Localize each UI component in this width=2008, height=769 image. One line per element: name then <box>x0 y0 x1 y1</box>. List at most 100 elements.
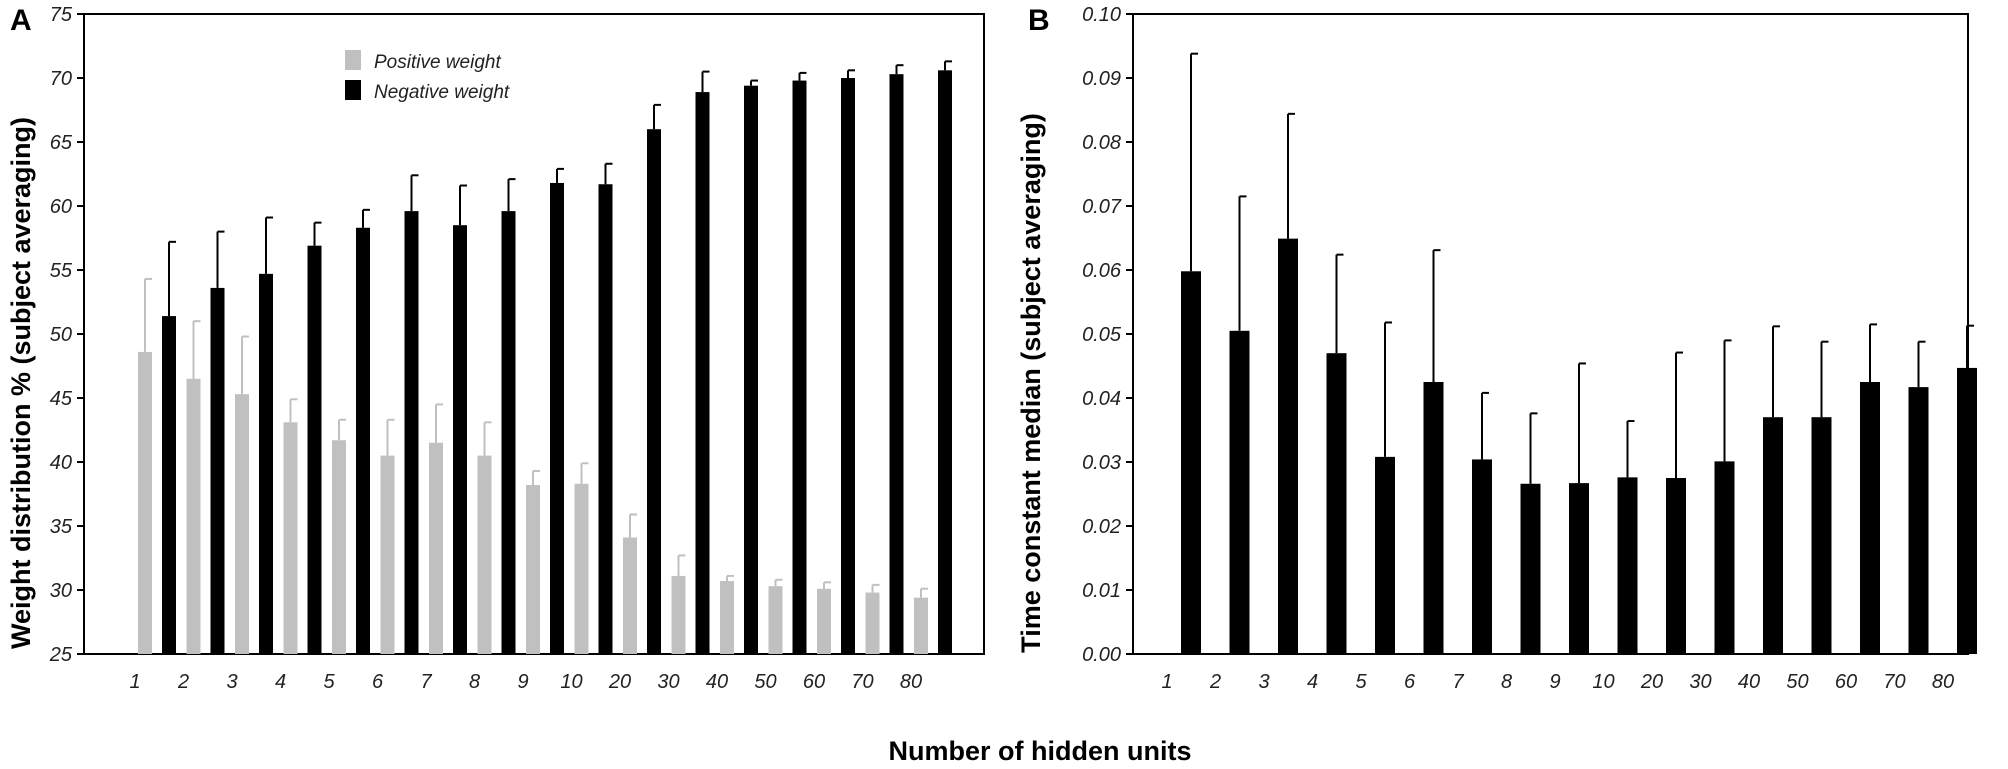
x-tick-label: 60 <box>1835 671 1857 693</box>
x-tick-label: 8 <box>469 671 480 693</box>
x-tick-label: 60 <box>803 671 825 693</box>
bar-time-constant <box>1472 459 1492 654</box>
legend-label-negative: Negative weight <box>374 82 510 103</box>
x-tick-label: 30 <box>1689 671 1711 693</box>
y-tick-label: 75 <box>50 4 73 26</box>
bar-negative-weight <box>695 92 710 654</box>
bar-negative-weight <box>889 74 904 654</box>
y-tick-label: 25 <box>49 644 73 666</box>
bar-time-constant <box>1860 382 1880 654</box>
bar-time-constant <box>1229 330 1250 654</box>
panel-b-x-ticks: 1 2 3 4 5 6 7 8 9 10 20 30 40 50 60 70 80 <box>1161 671 1954 693</box>
x-tick-label: 50 <box>1786 671 1808 693</box>
panel-b-y-ticks: 0.00 0.01 0.02 0.03 0.04 0.05 0.06 0.07 0.08 0.09… <box>1082 4 1133 666</box>
panel-a: A Weight distribution % (subject averagi… <box>6 4 985 693</box>
x-tick-label: 70 <box>1883 671 1905 693</box>
x-tick-label: 2 <box>177 671 189 693</box>
panel-a-letter: A <box>10 4 32 37</box>
x-tick-label: 7 <box>420 671 432 693</box>
bar-negative-weight <box>259 273 273 654</box>
bar-positive-weight <box>720 581 734 654</box>
y-tick-label: 0.08 <box>1082 132 1121 154</box>
x-tick-label: 20 <box>608 671 631 693</box>
y-tick-label: 0.01 <box>1082 580 1121 602</box>
bar-negative-weight <box>792 80 807 654</box>
x-tick-label: 8 <box>1501 671 1512 693</box>
x-tick-label: 70 <box>851 671 873 693</box>
x-tick-label: 7 <box>1452 671 1464 693</box>
bar-positive-weight <box>623 537 637 654</box>
bar-time-constant <box>1181 271 1201 654</box>
bar-negative-weight <box>598 184 613 655</box>
panel-b-plot-frame <box>1132 13 1969 655</box>
y-tick-label: 0.06 <box>1082 260 1122 282</box>
bar-negative-weight <box>550 182 564 654</box>
panel-a-x-ticks: 1 2 3 4 5 6 7 8 9 10 20 30 40 50 60 70 80 <box>129 671 922 693</box>
bar-positive-weight <box>283 422 298 654</box>
bar-positive-weight <box>671 575 686 654</box>
x-tick-label: 1 <box>1161 671 1172 693</box>
bar-positive-weight <box>477 455 492 654</box>
x-tick-label: 6 <box>372 671 384 693</box>
bar-positive-weight <box>429 442 443 654</box>
bar-positive-weight <box>817 588 831 654</box>
bar-positive-weight <box>186 378 201 654</box>
x-tick-label: 30 <box>657 671 679 693</box>
y-tick-label: 70 <box>50 68 72 90</box>
legend-swatch-positive <box>345 50 361 70</box>
panel-a-bars <box>138 60 952 655</box>
bar-time-constant <box>1326 353 1347 654</box>
y-tick-label: 0.04 <box>1082 388 1121 410</box>
x-tick-label: 6 <box>1404 671 1416 693</box>
bar-negative-weight <box>356 227 370 654</box>
x-tick-label: 20 <box>1640 671 1663 693</box>
panel-a-legend: Positive weight Negative weight <box>345 50 510 103</box>
y-tick-label: 60 <box>50 196 72 218</box>
bar-positive-weight <box>380 455 395 654</box>
panel-b: B Time constant median (subject averagin… <box>1016 4 1977 693</box>
bar-time-constant <box>1423 382 1444 654</box>
bar-positive-weight <box>526 485 540 654</box>
bar-time-constant <box>1811 417 1832 654</box>
bar-positive-weight <box>768 586 783 654</box>
panel-a-y-ticks: 25 30 35 40 45 50 55 60 65 70 75 <box>49 4 84 666</box>
bar-time-constant <box>1908 387 1929 654</box>
y-tick-label: 0.09 <box>1082 68 1121 90</box>
bar-negative-weight <box>404 211 419 654</box>
x-tick-label: 40 <box>706 671 728 693</box>
bar-negative-weight <box>501 211 516 654</box>
y-tick-label: 0.00 <box>1082 644 1121 666</box>
y-tick-label: 35 <box>50 516 73 538</box>
bar-negative-weight <box>647 129 661 654</box>
x-tick-label: 9 <box>517 671 528 693</box>
bar-time-constant <box>1569 483 1589 654</box>
bar-negative-weight <box>307 245 322 654</box>
bar-time-constant <box>1375 456 1395 654</box>
bar-positive-weight <box>332 440 346 654</box>
y-tick-label: 30 <box>50 580 72 602</box>
x-tick-label: 80 <box>900 671 922 693</box>
bar-positive-weight <box>914 597 928 654</box>
bar-time-constant <box>1278 238 1298 654</box>
bar-negative-weight <box>841 78 855 654</box>
y-tick-label: 65 <box>50 132 73 154</box>
bar-positive-weight <box>235 394 249 654</box>
x-tick-label: 4 <box>275 671 286 693</box>
y-tick-label: 55 <box>50 260 73 282</box>
x-tick-label: 3 <box>1258 671 1269 693</box>
bar-negative-weight <box>938 70 952 654</box>
x-tick-label: 50 <box>754 671 776 693</box>
x-tick-label: 4 <box>1307 671 1318 693</box>
bar-negative-weight <box>744 85 758 655</box>
x-tick-label: 3 <box>226 671 237 693</box>
y-tick-label: 50 <box>50 324 72 346</box>
panel-a-y-axis-label: Weight distribution % (subject averaging… <box>6 117 36 649</box>
x-tick-label: 5 <box>1355 671 1367 693</box>
y-tick-label: 0.10 <box>1082 4 1121 26</box>
bar-time-constant <box>1617 477 1638 654</box>
x-tick-label: 80 <box>1932 671 1954 693</box>
bar-negative-weight <box>210 287 225 654</box>
bar-time-constant <box>1957 367 1977 654</box>
bar-time-constant <box>1666 478 1686 654</box>
y-tick-label: 0.07 <box>1082 196 1122 218</box>
